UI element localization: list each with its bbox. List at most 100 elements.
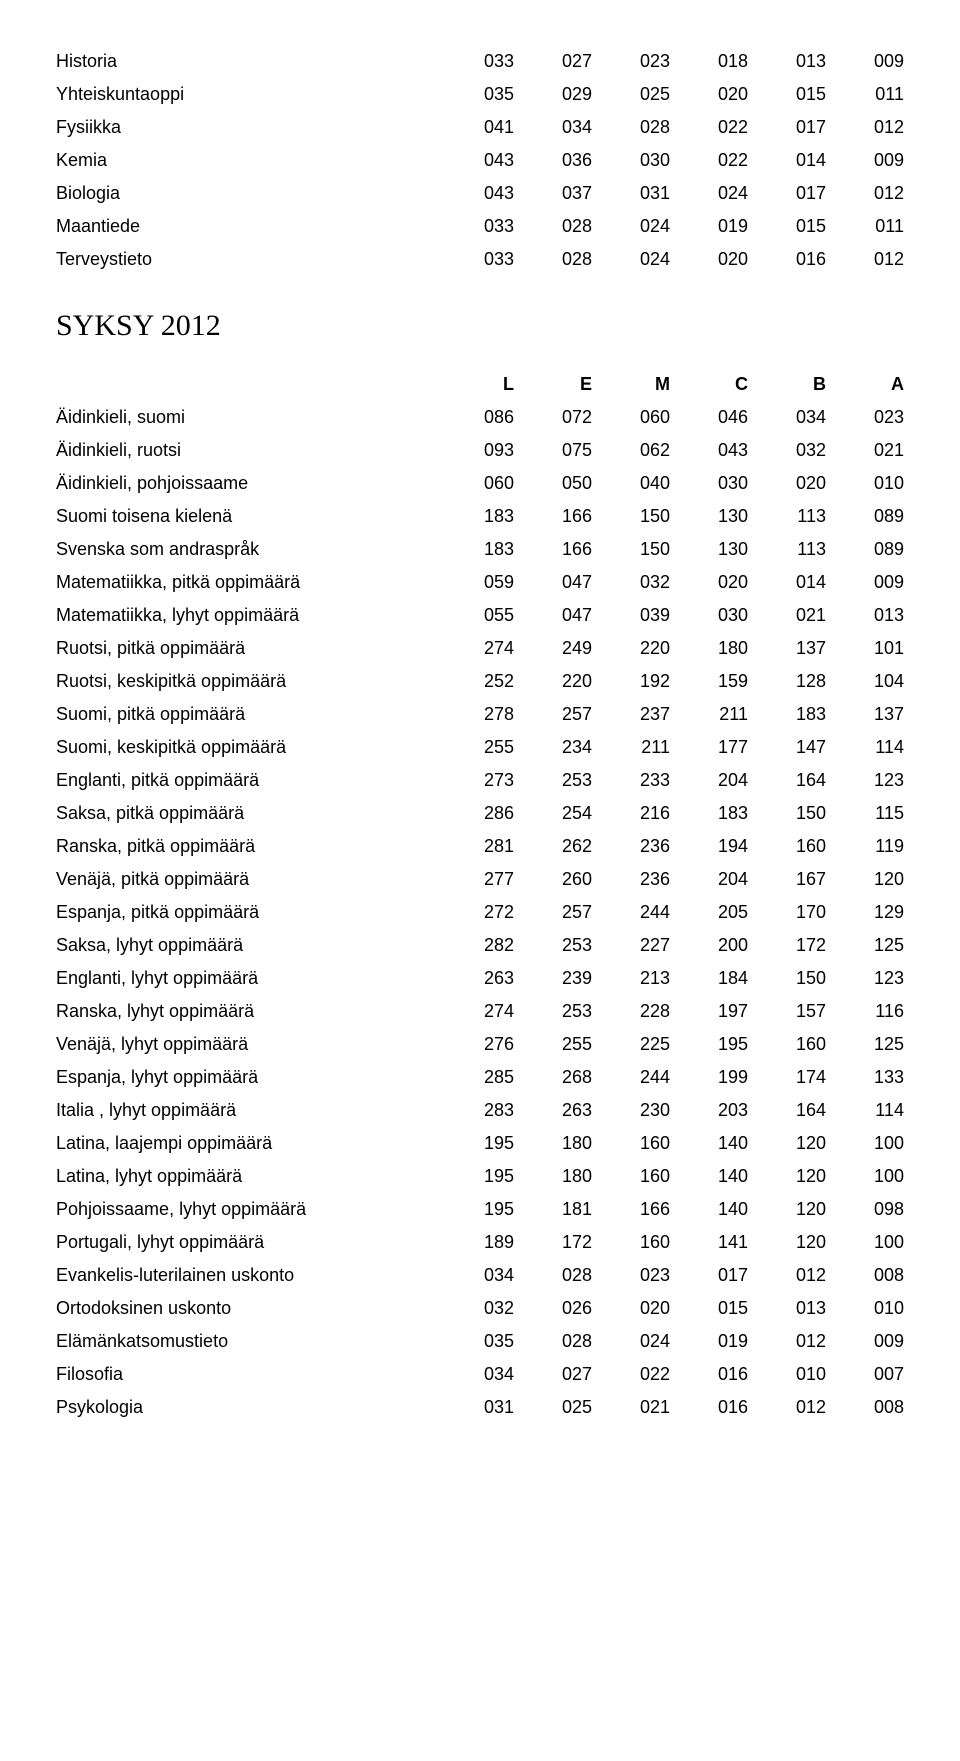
row-value: 013 bbox=[748, 1295, 826, 1322]
row-value: 255 bbox=[436, 734, 514, 761]
row-value: 021 bbox=[748, 602, 826, 629]
row-value: 244 bbox=[592, 899, 670, 926]
row-value: 089 bbox=[826, 536, 904, 563]
row-value: 022 bbox=[670, 114, 748, 141]
table-row: Suomi, pitkä oppimäärä278257237211183137 bbox=[56, 701, 904, 728]
row-value: 150 bbox=[748, 800, 826, 827]
row-value: 025 bbox=[514, 1394, 592, 1421]
row-value: 014 bbox=[748, 147, 826, 174]
row-value: 147 bbox=[748, 734, 826, 761]
table-row: Saksa, lyhyt oppimäärä282253227200172125 bbox=[56, 932, 904, 959]
row-label: Suomi toisena kielenä bbox=[56, 503, 436, 530]
main-table: LEMCBAÄidinkieli, suomi08607206004603402… bbox=[56, 371, 904, 1421]
row-value: 120 bbox=[826, 866, 904, 893]
row-value: 039 bbox=[592, 602, 670, 629]
row-value: 019 bbox=[670, 213, 748, 240]
row-value: 160 bbox=[592, 1130, 670, 1157]
table-row: Ruotsi, pitkä oppimäärä27424922018013710… bbox=[56, 635, 904, 662]
row-value: 180 bbox=[514, 1163, 592, 1190]
row-label: Latina, laajempi oppimäärä bbox=[56, 1130, 436, 1157]
row-value: 172 bbox=[748, 932, 826, 959]
row-label: Englanti, pitkä oppimäärä bbox=[56, 767, 436, 794]
row-value: 022 bbox=[670, 147, 748, 174]
row-value: 211 bbox=[670, 701, 748, 728]
table-row: Yhteiskuntaoppi035029025020015011 bbox=[56, 81, 904, 108]
row-value: 228 bbox=[592, 998, 670, 1025]
row-value: 009 bbox=[826, 147, 904, 174]
row-value: 021 bbox=[826, 437, 904, 464]
row-value: 012 bbox=[748, 1262, 826, 1289]
row-value: 025 bbox=[592, 81, 670, 108]
row-value: 194 bbox=[670, 833, 748, 860]
row-value: 104 bbox=[826, 668, 904, 695]
row-value: 060 bbox=[592, 404, 670, 431]
row-value: 253 bbox=[514, 998, 592, 1025]
row-value: 059 bbox=[436, 569, 514, 596]
table-row: Portugali, lyhyt oppimäärä18917216014112… bbox=[56, 1229, 904, 1256]
row-value: 120 bbox=[748, 1163, 826, 1190]
row-value: 100 bbox=[826, 1229, 904, 1256]
row-value: 216 bbox=[592, 800, 670, 827]
row-value: 030 bbox=[670, 602, 748, 629]
row-value: 129 bbox=[826, 899, 904, 926]
row-value: 046 bbox=[670, 404, 748, 431]
row-value: 017 bbox=[670, 1262, 748, 1289]
row-value: 114 bbox=[826, 734, 904, 761]
row-value: 113 bbox=[748, 503, 826, 530]
table-row: Filosofia034027022016010007 bbox=[56, 1361, 904, 1388]
row-value: 098 bbox=[826, 1196, 904, 1223]
table-row: Venäjä, lyhyt oppimäärä27625522519516012… bbox=[56, 1031, 904, 1058]
row-label: Evankelis-luterilainen uskonto bbox=[56, 1262, 436, 1289]
row-value: 140 bbox=[670, 1163, 748, 1190]
row-value: 020 bbox=[670, 81, 748, 108]
row-label: Psykologia bbox=[56, 1394, 436, 1421]
row-value: 023 bbox=[826, 404, 904, 431]
table-row: Matematiikka, pitkä oppimäärä05904703202… bbox=[56, 569, 904, 596]
row-label: Filosofia bbox=[56, 1361, 436, 1388]
row-value: 225 bbox=[592, 1031, 670, 1058]
row-value: 010 bbox=[826, 1295, 904, 1322]
row-label: Latina, lyhyt oppimäärä bbox=[56, 1163, 436, 1190]
row-value: 028 bbox=[514, 1328, 592, 1355]
row-value: 008 bbox=[826, 1262, 904, 1289]
row-value: 272 bbox=[436, 899, 514, 926]
table-row: Äidinkieli, pohjoissaame0600500400300200… bbox=[56, 470, 904, 497]
table-row: Pohjoissaame, lyhyt oppimäärä19518116614… bbox=[56, 1196, 904, 1223]
row-value: 192 bbox=[592, 668, 670, 695]
row-label: Elämänkatsomustieto bbox=[56, 1328, 436, 1355]
row-value: 197 bbox=[670, 998, 748, 1025]
column-header: A bbox=[826, 371, 904, 398]
row-label: Englanti, lyhyt oppimäärä bbox=[56, 965, 436, 992]
row-value: 100 bbox=[826, 1130, 904, 1157]
row-label: Äidinkieli, suomi bbox=[56, 404, 436, 431]
row-label: Kemia bbox=[56, 147, 436, 174]
row-value: 120 bbox=[748, 1130, 826, 1157]
row-value: 200 bbox=[670, 932, 748, 959]
table-row: Suomi toisena kielenä183166150130113089 bbox=[56, 503, 904, 530]
row-label: Saksa, pitkä oppimäärä bbox=[56, 800, 436, 827]
row-value: 012 bbox=[748, 1328, 826, 1355]
row-value: 075 bbox=[514, 437, 592, 464]
row-value: 166 bbox=[592, 1196, 670, 1223]
row-label: Italia , lyhyt oppimäärä bbox=[56, 1097, 436, 1124]
row-value: 035 bbox=[436, 81, 514, 108]
row-label: Saksa, lyhyt oppimäärä bbox=[56, 932, 436, 959]
row-value: 244 bbox=[592, 1064, 670, 1091]
row-value: 150 bbox=[748, 965, 826, 992]
row-value: 285 bbox=[436, 1064, 514, 1091]
row-value: 120 bbox=[748, 1229, 826, 1256]
table-row: Ortodoksinen uskonto032026020015013010 bbox=[56, 1295, 904, 1322]
row-label: Espanja, pitkä oppimäärä bbox=[56, 899, 436, 926]
row-value: 026 bbox=[514, 1295, 592, 1322]
row-value: 252 bbox=[436, 668, 514, 695]
row-value: 119 bbox=[826, 833, 904, 860]
row-value: 011 bbox=[826, 213, 904, 240]
row-value: 009 bbox=[826, 569, 904, 596]
row-value: 028 bbox=[592, 114, 670, 141]
row-value: 023 bbox=[592, 1262, 670, 1289]
row-label: Äidinkieli, ruotsi bbox=[56, 437, 436, 464]
row-value: 009 bbox=[826, 48, 904, 75]
row-value: 262 bbox=[514, 833, 592, 860]
row-value: 013 bbox=[748, 48, 826, 75]
row-label: Venäjä, pitkä oppimäärä bbox=[56, 866, 436, 893]
